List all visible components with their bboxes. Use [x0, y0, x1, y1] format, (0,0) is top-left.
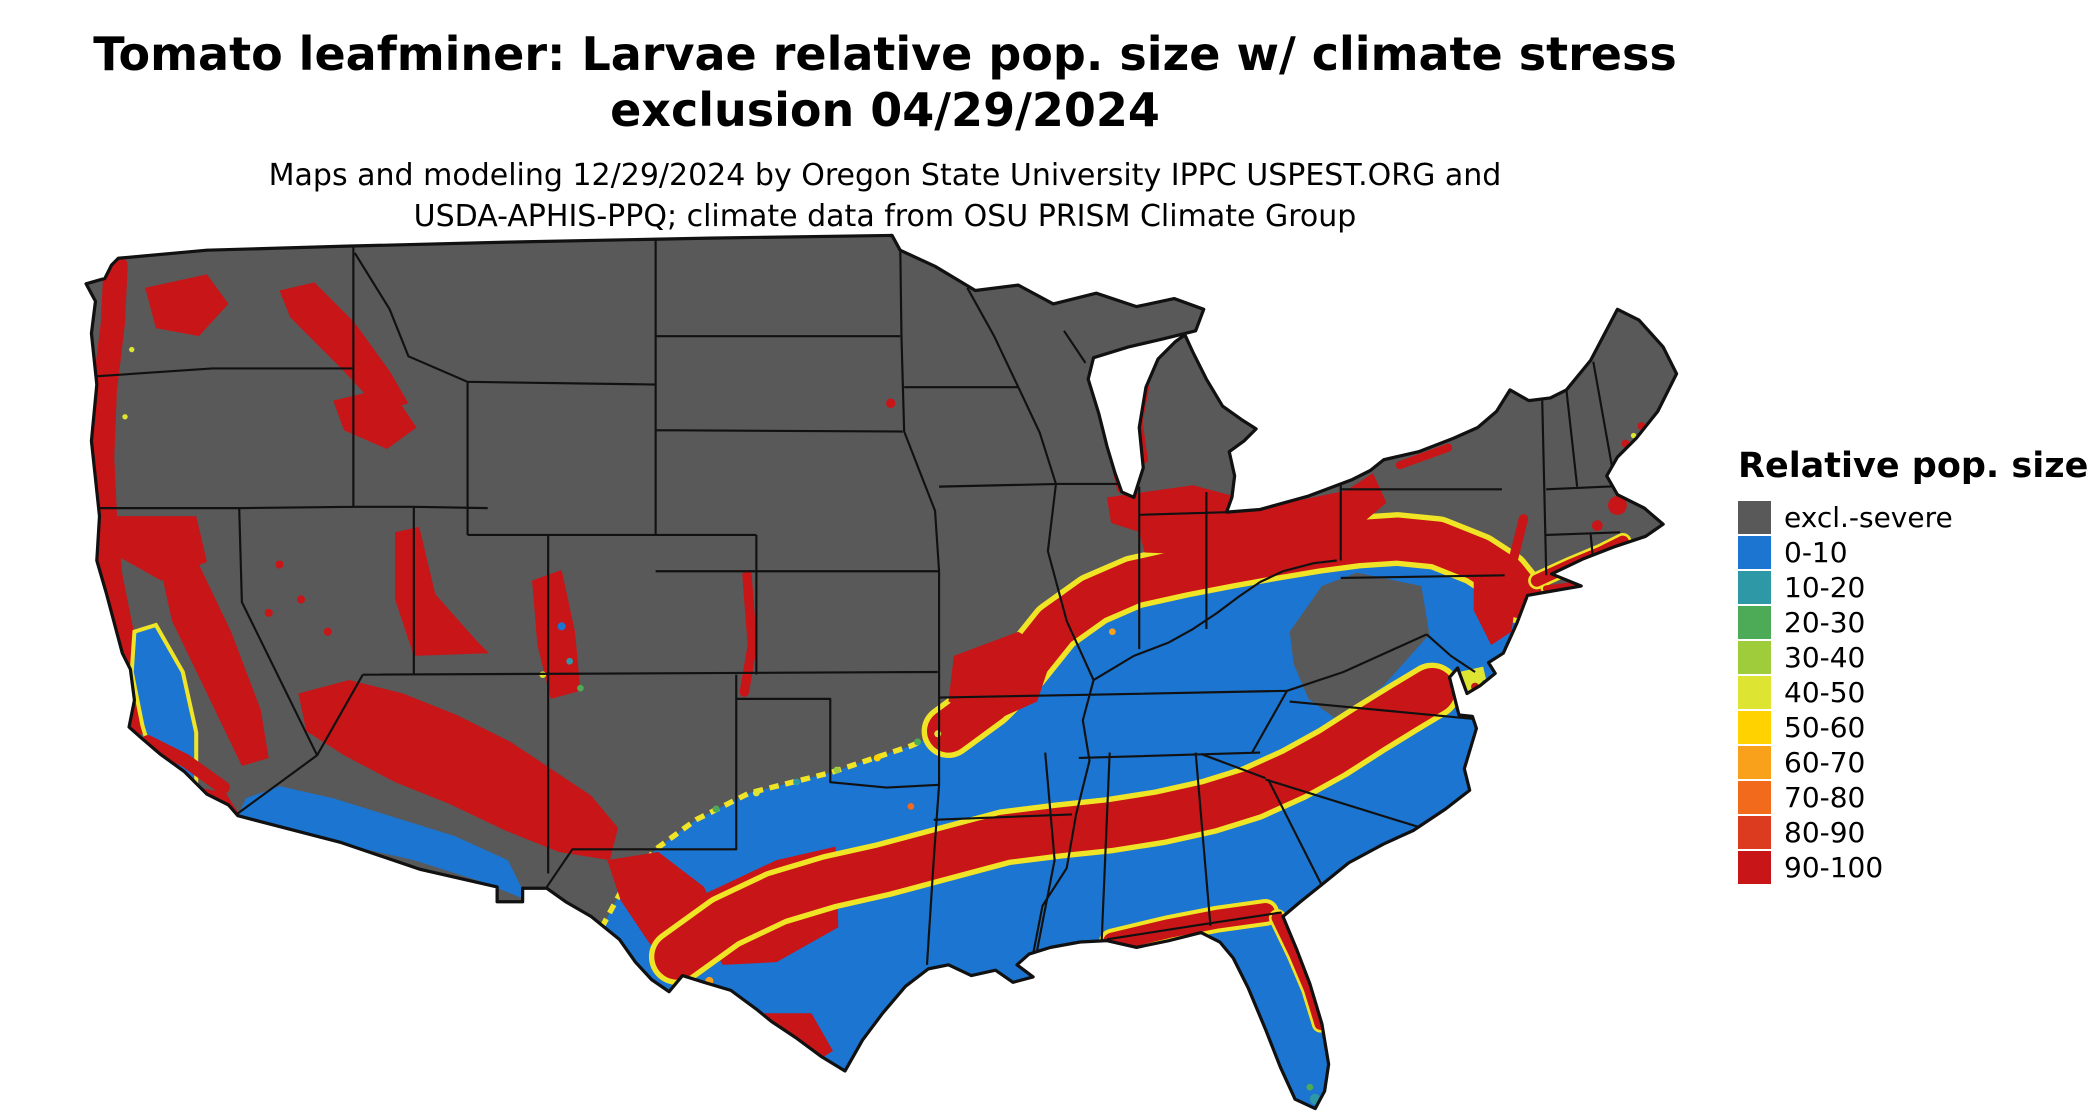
legend-label: 0-10: [1784, 536, 1848, 569]
map-header: Tomato leafminer: Larvae relative pop. s…: [0, 26, 1770, 237]
us-outline: [84, 233, 1679, 1111]
legend-label: excl.-severe: [1784, 501, 1953, 534]
legend-row: 10-20: [1738, 570, 2088, 605]
legend-row: 30-40: [1738, 640, 2088, 675]
legend-swatch: [1738, 711, 1771, 744]
legend-row: 80-90: [1738, 815, 2088, 850]
legend-label: 90-100: [1784, 851, 1884, 884]
legend-label: 80-90: [1784, 816, 1866, 849]
legend-rows: excl.-severe 0-10 10-20 20-30 30-40 40-50 50-6…: [1738, 500, 2088, 885]
legend-row: excl.-severe: [1738, 500, 2088, 535]
legend-swatch: [1738, 746, 1771, 779]
legend-swatch: [1738, 606, 1771, 639]
legend-row: 70-80: [1738, 780, 2088, 815]
legend-swatch: [1738, 571, 1771, 604]
legend-row: 40-50: [1738, 675, 2088, 710]
legend-label: 60-70: [1784, 746, 1866, 779]
page-title-line-2: exclusion 04/29/2024: [610, 83, 1160, 138]
map-appalachia-excluded: [1289, 572, 1430, 721]
map-north-band-high: [921, 383, 1548, 758]
legend: Relative pop. size excl.-severe 0-10 10-20…: [1738, 446, 2088, 885]
legend-row: 0-10: [1738, 535, 2088, 570]
page-title-line-1: Tomato leafminer: Larvae relative pop. s…: [93, 27, 1677, 81]
legend-label: 50-60: [1784, 711, 1866, 744]
legend-row: 60-70: [1738, 745, 2088, 780]
legend-row: 20-30: [1738, 605, 2088, 640]
state-borders: [94, 236, 1637, 965]
legend-swatch: [1738, 781, 1771, 814]
us-map: [78, 228, 1690, 1116]
legend-label: 30-40: [1784, 641, 1866, 674]
map-south-band-high: [648, 662, 1461, 985]
page-subtitle-line-1: Maps and modeling 12/29/2024 by Oregon S…: [268, 158, 1502, 194]
legend-row: 90-100: [1738, 850, 2088, 885]
legend-swatch: [1738, 816, 1771, 849]
legend-swatch: [1738, 501, 1771, 534]
legend-label: 70-80: [1784, 781, 1866, 814]
page-subtitle: Maps and modeling 12/29/2024 by Oregon S…: [0, 156, 1770, 237]
page-subtitle-line-2: USDA-APHIS-PPQ; climate data from OSU PR…: [413, 198, 1357, 234]
legend-row: 50-60: [1738, 710, 2088, 745]
legend-label: 20-30: [1784, 606, 1866, 639]
legend-label: 40-50: [1784, 676, 1866, 709]
legend-swatch: [1738, 641, 1771, 674]
legend-swatch: [1738, 676, 1771, 709]
us-map-canvas: [84, 233, 1679, 1111]
legend-title: Relative pop. size: [1738, 446, 2089, 486]
legend-swatch: [1738, 536, 1771, 569]
legend-label: 10-20: [1784, 571, 1866, 604]
legend-swatch: [1738, 851, 1771, 884]
